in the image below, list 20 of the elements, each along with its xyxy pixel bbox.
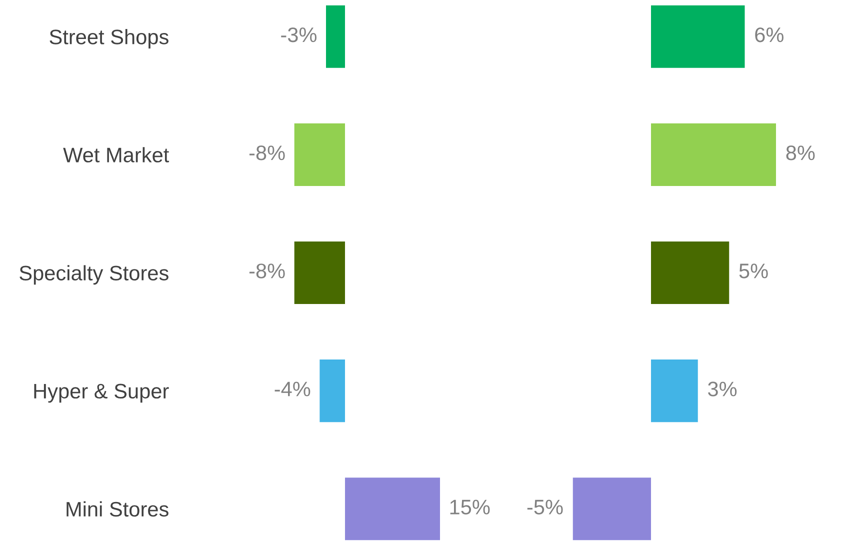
bar: [651, 5, 745, 68]
data-label: -8%: [249, 146, 285, 160]
data-label: 5%: [739, 264, 768, 278]
y-tick-label: Mini Stores: [66, 501, 168, 517]
y-tick-label: Street Shops: [50, 29, 168, 48]
data-label: 15%: [450, 500, 490, 514]
y-tick-label: Wet Market: [63, 147, 170, 162]
data-label: 8%: [786, 146, 815, 160]
bar: [651, 360, 698, 422]
data-label: -4%: [274, 382, 310, 396]
bar: [651, 241, 730, 304]
y-tick-label: Hyper & Super: [34, 384, 169, 403]
data-label: -8%: [249, 264, 285, 278]
bar: [651, 123, 776, 186]
data-label: -3%: [281, 27, 316, 42]
bar: [572, 478, 651, 540]
y-tick-label: Specialty Stores: [20, 265, 168, 285]
data-label: -5%: [527, 500, 563, 514]
data-label: 3%: [708, 382, 737, 396]
data-label: 6%: [755, 27, 784, 42]
